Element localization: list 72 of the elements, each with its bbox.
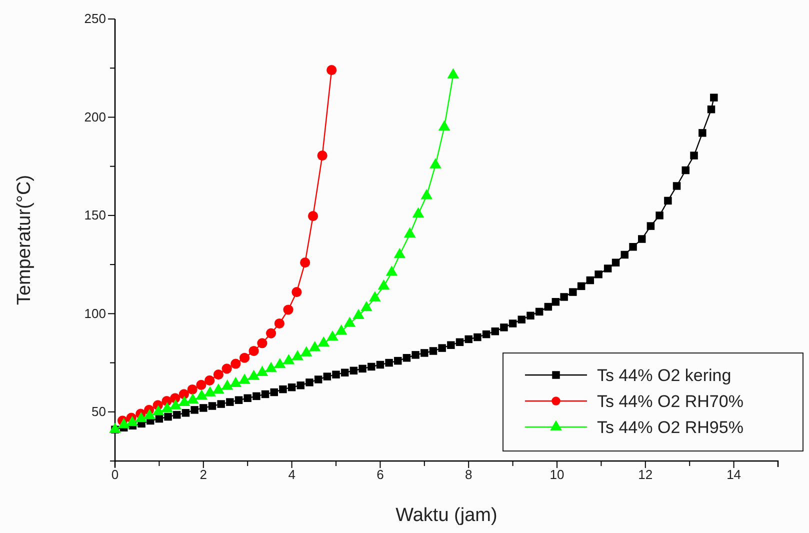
point (213, 370, 224, 380)
point (230, 358, 241, 369)
point (369, 291, 381, 302)
x-tick-label: 8 (464, 467, 472, 482)
x-axis-title: Waktu (jam) (396, 505, 498, 526)
point (420, 189, 432, 200)
point (161, 402, 174, 412)
point (178, 396, 190, 406)
point (274, 358, 286, 368)
point (318, 336, 330, 347)
point (152, 405, 164, 416)
point (335, 324, 348, 335)
point (186, 393, 199, 404)
point (144, 409, 156, 420)
point (135, 412, 147, 422)
point (447, 68, 460, 78)
point (282, 354, 295, 364)
y-tick-label: 150 (84, 208, 106, 223)
y-tick-label: 250 (84, 11, 106, 26)
point (412, 207, 424, 218)
point (196, 389, 208, 400)
point (126, 416, 138, 426)
x-tick-label: 10 (550, 467, 564, 482)
point (248, 346, 259, 356)
point (256, 366, 268, 376)
point (292, 287, 302, 298)
point (248, 370, 260, 380)
legend-label: Ts 44% O2 kering (597, 366, 732, 385)
point (378, 279, 390, 290)
point (344, 316, 356, 327)
x-tick-label: 2 (200, 467, 208, 482)
point (352, 308, 364, 320)
point (308, 341, 321, 352)
x-tick-label: 4 (288, 467, 296, 482)
x-tick-label: 6 (376, 467, 384, 482)
point (326, 330, 338, 341)
x-tick-label: 12 (638, 467, 653, 482)
y-tick-label: 100 (84, 306, 106, 321)
point (204, 386, 216, 396)
point (118, 418, 130, 428)
point (430, 158, 442, 168)
point (221, 380, 234, 390)
point (292, 350, 304, 360)
point (204, 375, 215, 386)
y-tick-label: 50 (92, 404, 106, 420)
point (300, 346, 312, 356)
legend-label: Ts 44% O2 RH95% (597, 418, 744, 437)
point (404, 227, 416, 238)
point (109, 422, 121, 433)
point (274, 318, 284, 329)
point (386, 266, 398, 276)
point (196, 380, 206, 390)
point (394, 248, 406, 258)
point (170, 399, 182, 410)
point (230, 376, 242, 387)
point (265, 362, 277, 372)
point (266, 328, 276, 338)
point (257, 338, 268, 348)
x-tick-label: 0 (111, 467, 119, 482)
point (283, 304, 294, 315)
x-tick-label: 14 (726, 467, 742, 482)
point (187, 384, 198, 395)
y-tick-label: 200 (84, 109, 106, 124)
point (438, 120, 450, 130)
legend-label: Ts 44% O2 RH70% (597, 392, 744, 411)
point (239, 352, 250, 363)
point (360, 300, 372, 312)
point (238, 374, 250, 384)
point (178, 389, 189, 400)
y-axis-title: Temperatur(°C) (14, 174, 35, 306)
point (222, 364, 232, 374)
point (212, 383, 224, 394)
